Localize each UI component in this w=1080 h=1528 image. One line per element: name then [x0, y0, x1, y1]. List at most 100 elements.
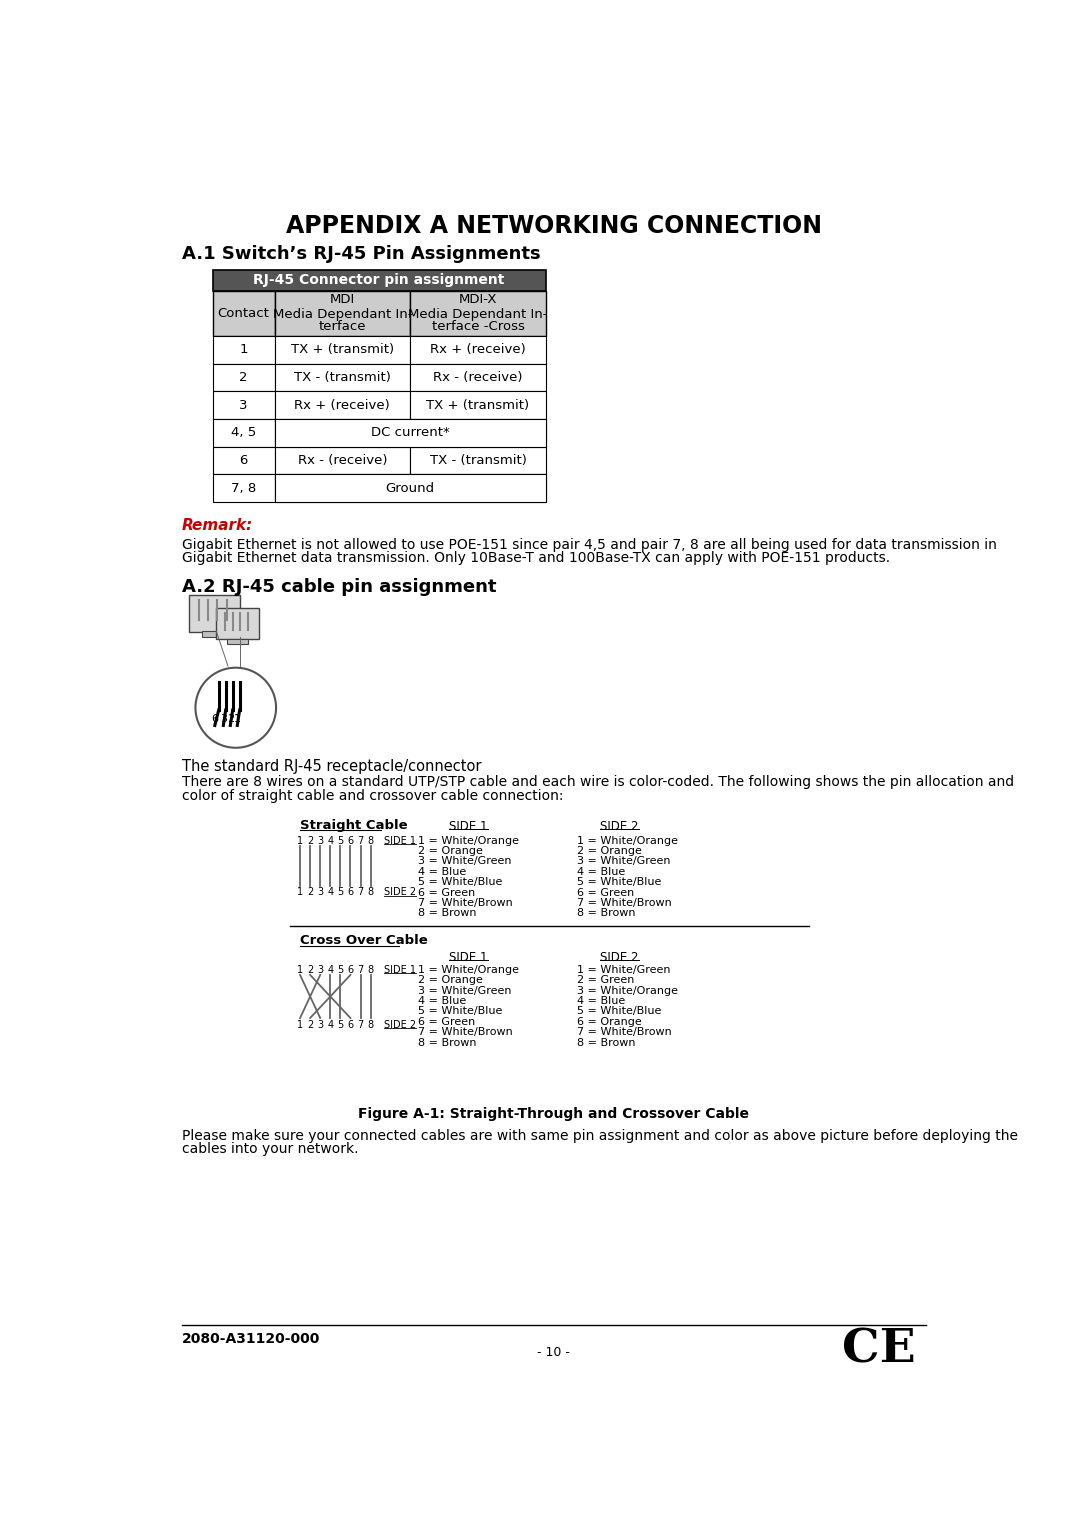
Bar	[213, 391, 274, 419]
Text: Rx - (receive): Rx - (receive)	[298, 454, 387, 468]
Text: 7, 8: 7, 8	[231, 481, 256, 495]
Text: 1: 1	[240, 344, 247, 356]
Text: 7 = White/Brown: 7 = White/Brown	[418, 1027, 513, 1038]
Text: 2: 2	[307, 964, 313, 975]
Text: Contact: Contact	[217, 307, 269, 319]
Text: 7: 7	[357, 964, 364, 975]
Text: Gigabit Ethernet data transmission. Only 10Base-T and 100Base-TX can apply with : Gigabit Ethernet data transmission. Only…	[181, 552, 890, 565]
Text: SIDE 1: SIDE 1	[383, 964, 416, 975]
Text: 8: 8	[367, 888, 374, 897]
Text: terface -Cross: terface -Cross	[432, 319, 525, 333]
Text: 1 = White/Orange: 1 = White/Orange	[418, 836, 518, 845]
Text: APPENDIX A NETWORKING CONNECTION: APPENDIX A NETWORKING CONNECTION	[285, 214, 822, 238]
Text: Media Dependant In-: Media Dependant In-	[408, 307, 548, 321]
Text: Rx + (receive): Rx + (receive)	[430, 344, 526, 356]
Text: 2 = Orange: 2 = Orange	[418, 975, 483, 986]
Text: 2080-A31120-000: 2080-A31120-000	[181, 1332, 320, 1346]
Text: color of straight cable and crossover cable connection:: color of straight cable and crossover ca…	[181, 788, 563, 802]
Text: 3: 3	[318, 964, 323, 975]
Text: 5 = White/Blue: 5 = White/Blue	[577, 1007, 661, 1016]
Text: 2 = Orange: 2 = Orange	[418, 847, 483, 856]
Text: 3: 3	[240, 399, 247, 411]
Text: A.1 Switch’s RJ-45 Pin Assignments: A.1 Switch’s RJ-45 Pin Assignments	[181, 244, 540, 263]
Text: Media Dependant In-: Media Dependant In-	[272, 307, 413, 321]
Text: SIDE 1: SIDE 1	[383, 836, 416, 845]
Text: 3: 3	[318, 836, 323, 845]
Text: A.2 RJ-45 cable pin assignment: A.2 RJ-45 cable pin assignment	[181, 578, 496, 596]
Text: 4 = Blue: 4 = Blue	[577, 996, 625, 1005]
Text: Rx - (receive): Rx - (receive)	[433, 371, 523, 384]
Bar	[216, 608, 259, 639]
Text: 1: 1	[297, 888, 303, 897]
Text: 8: 8	[367, 964, 374, 975]
Bar	[274, 446, 410, 474]
Text: 7 = White/Brown: 7 = White/Brown	[577, 898, 672, 908]
Text: TX - (transmit): TX - (transmit)	[430, 454, 526, 468]
Text: There are 8 wires on a standard UTP/STP cable and each wire is color-coded. The : There are 8 wires on a standard UTP/STP …	[181, 776, 1014, 790]
Text: Gigabit Ethernet is not allowed to use POE-151 since pair 4,5 and pair 7, 8 are : Gigabit Ethernet is not allowed to use P…	[181, 538, 997, 552]
Text: 4: 4	[327, 964, 334, 975]
Bar	[274, 474, 410, 503]
Bar	[274, 474, 545, 503]
Circle shape	[195, 668, 276, 747]
Text: terface: terface	[319, 319, 366, 333]
Text: 5: 5	[337, 836, 343, 845]
Text: 6 = Green: 6 = Green	[418, 888, 475, 897]
Text: Rx + (receive): Rx + (receive)	[295, 399, 390, 411]
Bar	[213, 292, 274, 336]
Text: 5: 5	[337, 1019, 343, 1030]
Text: 5 = White/Blue: 5 = White/Blue	[418, 1007, 502, 1016]
Text: 2: 2	[240, 371, 247, 384]
Text: SIDE 1: SIDE 1	[449, 950, 487, 964]
Bar	[410, 336, 545, 364]
Text: 6: 6	[212, 714, 218, 724]
Text: 6: 6	[348, 1019, 353, 1030]
Text: Straight Cable: Straight Cable	[300, 819, 408, 831]
Text: 6 = Green: 6 = Green	[418, 1018, 475, 1027]
Text: 1 = White/Green: 1 = White/Green	[577, 964, 671, 975]
Text: 4, 5: 4, 5	[231, 426, 256, 440]
Bar	[213, 336, 274, 364]
Bar	[213, 364, 274, 391]
Text: TX - (transmit): TX - (transmit)	[294, 371, 391, 384]
Text: 1: 1	[297, 1019, 303, 1030]
Text: MDI: MDI	[329, 293, 355, 306]
Bar	[274, 336, 410, 364]
Text: 7: 7	[357, 888, 364, 897]
Text: 8 = Brown: 8 = Brown	[577, 908, 635, 918]
Text: Ground: Ground	[386, 481, 434, 495]
Bar	[202, 631, 227, 637]
Text: 2: 2	[307, 836, 313, 845]
Text: 6: 6	[348, 888, 353, 897]
Text: 2 = Green: 2 = Green	[577, 975, 634, 986]
Bar	[410, 391, 545, 419]
Text: Cross Over Cable: Cross Over Cable	[300, 934, 428, 947]
Text: 5 = White/Blue: 5 = White/Blue	[418, 877, 502, 888]
Text: 5: 5	[337, 888, 343, 897]
Text: Figure A-1: Straight-Through and Crossover Cable: Figure A-1: Straight-Through and Crossov…	[357, 1108, 750, 1122]
Text: 7 = White/Brown: 7 = White/Brown	[577, 1027, 672, 1038]
Text: 1: 1	[297, 836, 303, 845]
Text: 5: 5	[337, 964, 343, 975]
Text: RJ-45 Connector pin assignment: RJ-45 Connector pin assignment	[254, 274, 504, 287]
Bar	[189, 594, 240, 631]
Text: The standard RJ-45 receptacle/connector: The standard RJ-45 receptacle/connector	[181, 758, 481, 773]
Text: 2: 2	[307, 888, 313, 897]
Text: SIDE 2: SIDE 2	[600, 821, 638, 833]
Bar	[227, 639, 248, 643]
Text: 6: 6	[348, 836, 353, 845]
Bar	[410, 474, 545, 503]
Bar	[410, 292, 545, 336]
Bar	[274, 364, 410, 391]
Text: 3: 3	[220, 714, 227, 724]
Text: 2: 2	[307, 1019, 313, 1030]
Text: 3 = White/Green: 3 = White/Green	[418, 856, 511, 866]
Text: 6 = Orange: 6 = Orange	[577, 1018, 642, 1027]
Text: 1 = White/Orange: 1 = White/Orange	[418, 964, 518, 975]
Bar	[410, 446, 545, 474]
Text: 1: 1	[297, 964, 303, 975]
Text: 2 = Orange: 2 = Orange	[577, 847, 642, 856]
Bar	[274, 391, 410, 419]
Text: 4: 4	[327, 836, 334, 845]
Text: 7: 7	[357, 836, 364, 845]
